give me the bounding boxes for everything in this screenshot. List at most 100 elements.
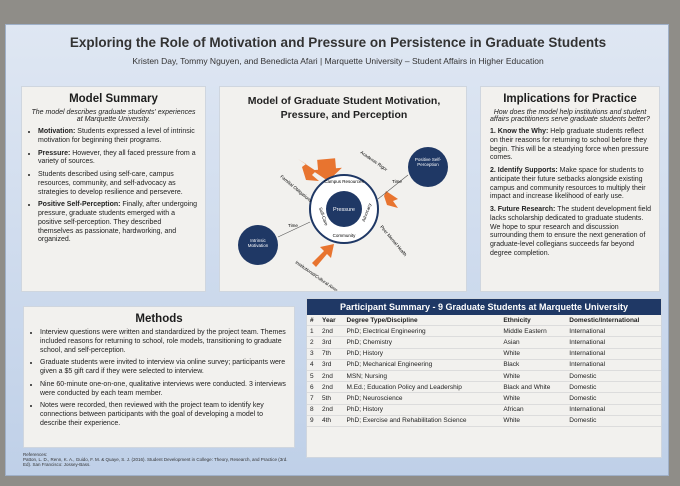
column-header: Year [318, 315, 344, 327]
list: Interview questions were written and sta… [31, 329, 287, 429]
cell: PhD; Electrical Engineering [343, 325, 501, 338]
cell: PhD; Mechanical Engineering [343, 359, 501, 371]
cell: 7th [318, 348, 344, 360]
cell: 2nd [318, 370, 344, 383]
cell: Asian [500, 336, 567, 349]
pressure-label: Academic Rigor [359, 150, 388, 173]
cell: PhD; History [343, 348, 501, 360]
list: 1. Know the Why: Help graduate students … [488, 128, 652, 259]
pressure-node [326, 191, 362, 227]
poster-title: Exploring the Role of Motivation and Pre… [69, 35, 607, 50]
table-row: 3 7th PhD; History White International [307, 348, 661, 360]
ring-label: Self-Care [318, 207, 329, 227]
cell: International [566, 404, 661, 416]
cell: PhD; History [343, 404, 501, 416]
list-item: Motivation: Students expressed a level o… [38, 128, 198, 146]
item-text: However, they all faced pressure from a … [38, 149, 196, 166]
arrow [384, 191, 398, 208]
table-title: Participant Summary - 9 Graduate Student… [307, 299, 661, 315]
cell: White [500, 392, 567, 405]
list-item: 1. Know the Why: Help graduate students … [490, 128, 652, 163]
item-text: Make space for students to anticipate th… [490, 167, 646, 201]
cell: 2 [307, 336, 319, 349]
list-item: Notes were recorded, then reviewed with … [40, 402, 287, 428]
table-row: 2 3rd PhD; Chemistry Asian International [307, 336, 661, 349]
heading: Methods [135, 313, 183, 325]
cell: Domestic [566, 381, 661, 394]
list-item: Pressure: However, they all faced pressu… [38, 150, 198, 168]
references-text: Patton, L. D., Renn, K. A., Guido, F. M.… [23, 457, 288, 467]
cell: International [566, 336, 661, 349]
node-label: Intrinsic Motivation [247, 238, 269, 248]
arrow [298, 159, 319, 181]
cell: 4 [307, 359, 319, 371]
cell: International [566, 359, 661, 371]
heading: Implications for Practice [503, 93, 637, 105]
cell: Black and White [500, 381, 567, 394]
table-row: 8 2nd PhD; History African International [307, 404, 661, 416]
cell: White [500, 348, 567, 360]
list-item: Graduate students were invited to interv… [40, 359, 287, 377]
item-label: 1. Know the Why: [490, 128, 549, 135]
list-item: Students described using self-care, camp… [38, 171, 198, 197]
cell: 5th [318, 392, 344, 405]
cell: White [500, 370, 567, 383]
item-text: Finally, after undergoing pressure, grad… [38, 201, 198, 244]
cell: 9 [307, 415, 319, 427]
column-header: Degree Type/Discipline [343, 315, 501, 327]
cell: Domestic [566, 415, 661, 427]
time-label: Time [392, 179, 402, 184]
diagram-graphic: Pressure Positive Self-Perception Intrin… [238, 147, 448, 291]
cell: International [566, 348, 661, 360]
table-row: 1 2nd PhD; Electrical Engineering Middle Ea… [307, 325, 661, 338]
list-item: 3. Future Research: The student developm… [490, 206, 652, 259]
participant-table: Participant Summary - 9 Graduate Student… [306, 298, 662, 458]
heading: Model Summary [69, 93, 158, 105]
item-text: Students expressed a level of intrinsic … [38, 128, 195, 144]
intro: The model describes graduate students' e… [31, 109, 196, 123]
node-label: Positive Self-Perception [414, 157, 442, 167]
self-perception-node [408, 147, 448, 187]
references-heading: References: [23, 452, 48, 457]
cell: 6 [307, 381, 319, 394]
item-text: The student development field lacks scho… [490, 206, 651, 257]
cell: 8 [307, 404, 319, 416]
connector [277, 221, 311, 238]
arrow [312, 158, 342, 181]
list-item: Nine 60-minute one-on-one, qualitative i… [40, 381, 287, 399]
cell: 1 [307, 325, 319, 338]
item-label: Positive Self-Perception: [38, 201, 121, 209]
header-row: # Year Degree Type/Discipline Ethnicity Dome… [307, 315, 661, 327]
table-row: 9 4th PhD; Exercise and Rehabilitation Sci… [307, 415, 661, 427]
connector [377, 174, 409, 200]
item-label: Pressure: [38, 149, 71, 157]
table: # Year Degree Type/Discipline Ethnicity Dome… [307, 315, 661, 427]
table-row: 5 2nd MSN; Nursing White Domestic [307, 370, 661, 383]
table-row: 6 2nd M.Ed.; Education Policy and Leadersh… [307, 381, 661, 394]
arrow [312, 244, 334, 267]
references: References: Patton, L. D., Renn, K. A., … [23, 452, 295, 467]
question: How does the model help institutions and… [490, 109, 650, 123]
cell: 4th [318, 415, 344, 427]
item-label: 2. Identify Supports: [490, 167, 558, 174]
methods: Methods Interview questions were written… [23, 306, 295, 448]
item-label: 3. Future Research: [490, 206, 556, 213]
diagram: Model of Graduate Student Motivation, Pr… [219, 86, 467, 292]
cell: 2nd [318, 381, 344, 394]
cell: Domestic [566, 392, 661, 405]
cell: International [566, 325, 661, 338]
model-summary: Model Summary The model describes gradua… [21, 86, 206, 292]
cell: 2nd [318, 325, 344, 338]
item-text: Help graduate students reflect on their … [490, 128, 649, 162]
motivation-node [238, 225, 278, 265]
time-label: Time [288, 223, 298, 228]
table-row: 7 5th PhD; Neuroscience White Domestic [307, 392, 661, 405]
item-text: Students described using self-care, camp… [38, 171, 183, 196]
cell: Black [500, 359, 567, 371]
cell: White [500, 415, 567, 427]
column-header: Domestic/International [566, 315, 661, 327]
cell: M.Ed.; Education Policy and Leadership [343, 381, 501, 394]
column-header: # [307, 315, 319, 327]
list-item: Interview questions were written and sta… [40, 329, 287, 355]
